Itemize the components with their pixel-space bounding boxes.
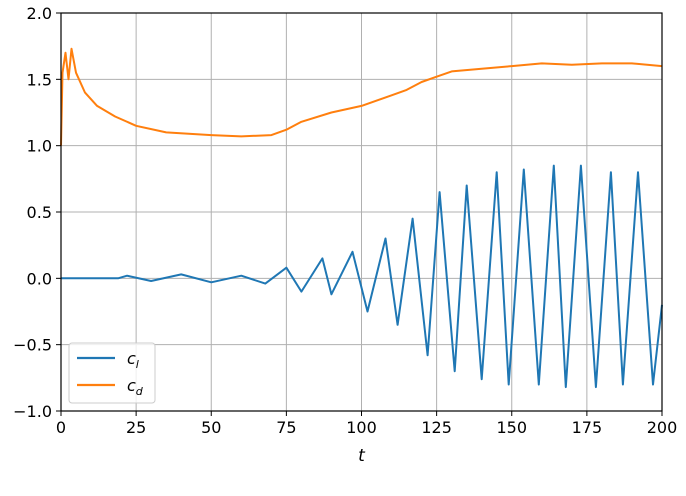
y-tick-label: −0.5 bbox=[13, 336, 52, 355]
legend: cl cd bbox=[68, 342, 156, 404]
x-tick-label: 75 bbox=[276, 418, 296, 437]
x-axis-label: t bbox=[358, 446, 366, 466]
y-tick-label: 1.5 bbox=[27, 70, 52, 89]
x-tick-label: 50 bbox=[201, 418, 221, 437]
legend-label-cd: cd bbox=[127, 376, 144, 398]
series-line-cd bbox=[60, 47, 663, 146]
y-tick-label: 0.5 bbox=[27, 203, 52, 222]
x-tick-label: 175 bbox=[572, 418, 603, 437]
legend-label-cd-sub: d bbox=[136, 385, 144, 398]
legend-label-cd-main: c bbox=[127, 376, 136, 395]
x-tick-label: 100 bbox=[346, 418, 377, 437]
y-tick-label: −1.0 bbox=[13, 402, 52, 421]
x-tick-label: 200 bbox=[647, 418, 678, 437]
y-tick-label: 2.0 bbox=[27, 4, 52, 23]
x-tick-label: 125 bbox=[421, 418, 452, 437]
legend-label-cl-sub: l bbox=[136, 358, 139, 371]
axis-ticks: 0 25 50 75 100 125 150 175 200 −1.0 −0.5 0.0 0.5 1.0 1… bbox=[13, 4, 677, 437]
legend-label-cl-main: c bbox=[127, 349, 136, 368]
y-tick-label: 1.0 bbox=[27, 137, 52, 156]
x-tick-label: 150 bbox=[496, 418, 527, 437]
series-line-cl bbox=[61, 164, 663, 389]
legend-label-cl: cl bbox=[127, 349, 139, 371]
x-tick-label: 0 bbox=[56, 418, 66, 437]
series-lines bbox=[60, 47, 663, 389]
y-tick-label: 0.0 bbox=[27, 269, 52, 288]
x-tick-label: 25 bbox=[126, 418, 146, 437]
